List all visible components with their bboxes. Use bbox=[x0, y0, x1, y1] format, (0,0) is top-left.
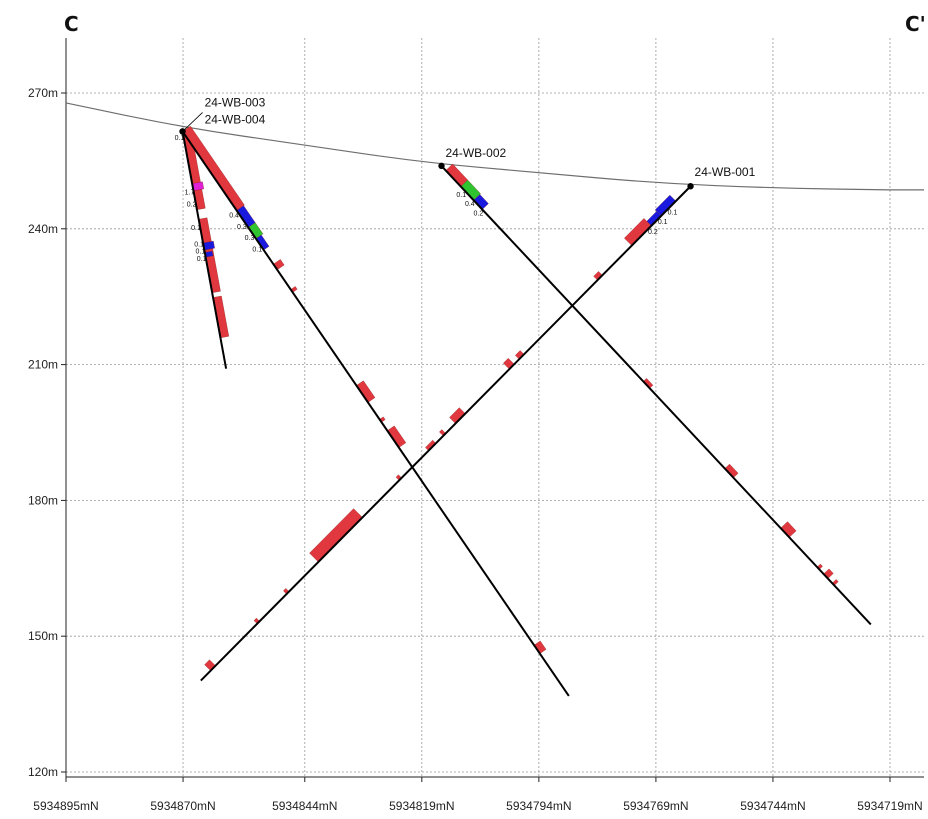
assay-value: 0.3 bbox=[245, 235, 255, 242]
assay-value: 0.2 bbox=[474, 210, 484, 217]
assay-value: 0.3 bbox=[237, 224, 247, 231]
northing-tick-label: 5934794mN bbox=[506, 799, 571, 813]
grid-lines bbox=[66, 38, 924, 777]
northing-tick-label: 5934744mN bbox=[740, 799, 805, 813]
downhole-interval bbox=[624, 218, 652, 246]
topography-line bbox=[65, 102, 924, 191]
drillhole-label-24-wb-001: 24-WB-001 bbox=[695, 165, 756, 179]
assay-value: 0.1 bbox=[197, 256, 207, 263]
assay-value: 0.4 bbox=[465, 201, 475, 208]
elev-tick-label: 180m bbox=[28, 493, 58, 507]
drill-trace bbox=[440, 165, 872, 626]
northing-tick-label: 5934870mN bbox=[150, 799, 215, 813]
assay-value: 0.1 bbox=[194, 242, 204, 249]
drillhole-label-24-wb-003: 24-WB-003 bbox=[205, 95, 266, 109]
assay-value: 1.7 bbox=[185, 189, 195, 196]
assay-value: 0.1 bbox=[195, 249, 205, 256]
section-end-label: C' bbox=[905, 12, 926, 36]
drillhole-24-wb-001: 0.10.10.2 bbox=[200, 183, 694, 682]
northing-tick-label: 5934719mN bbox=[857, 799, 922, 813]
assay-value: 0.4 bbox=[229, 213, 239, 220]
label-leader-line bbox=[182, 112, 203, 132]
assay-value: 0.2 bbox=[648, 229, 658, 236]
assay-value: 0.1 bbox=[668, 209, 678, 216]
assay-value: 0.1 bbox=[456, 192, 466, 199]
section-start-label: C bbox=[64, 12, 79, 36]
assay-value: 0.1 bbox=[658, 219, 668, 226]
assay-value: 0.1 bbox=[191, 225, 201, 232]
northing-tick-label: 5934895mN bbox=[33, 799, 98, 813]
assay-value: 0.2 bbox=[187, 201, 197, 208]
elev-tick-label: 120m bbox=[28, 765, 58, 779]
northing-tick-label: 5934819mN bbox=[389, 799, 454, 813]
assay-value: 0.1 bbox=[252, 246, 262, 253]
downhole-interval bbox=[309, 508, 363, 562]
drill-trace bbox=[200, 185, 692, 682]
drillhole-24-wb-004: 0.4 0.3 0.3 0.1 bbox=[179, 125, 570, 697]
elevation-tick-labels: 270m 240m 210m 180m 150m 120m bbox=[28, 86, 66, 779]
collar-marker bbox=[687, 183, 694, 190]
drillholes: 0.11.70.20.10.10.10.10.40.30.30.10.10.40… bbox=[175, 125, 872, 697]
elev-tick-label: 240m bbox=[28, 222, 58, 236]
drillhole-24-wb-002: 0.1 0.4 0.2 bbox=[438, 162, 872, 626]
drillhole-label-24-wb-004: 24-WB-004 bbox=[205, 112, 266, 126]
axes bbox=[65, 38, 924, 778]
elev-tick-label: 210m bbox=[28, 358, 58, 372]
elev-tick-label: 150m bbox=[28, 629, 58, 643]
collar-marker bbox=[438, 162, 445, 170]
drill-trace bbox=[181, 131, 228, 369]
drillhole-labels: 24-WB-003 24-WB-004 24-WB-002 24-WB-001 bbox=[182, 95, 756, 179]
elev-tick-label: 270m bbox=[28, 86, 58, 100]
drillhole-24-wb-003: 0.11.70.20.10.10.10.1 bbox=[175, 128, 229, 369]
drill-trace bbox=[181, 130, 570, 697]
downhole-interval bbox=[780, 521, 797, 538]
northing-tick-labels: 5934895mN 5934870mN 5934844mN 5934819mN 5934… bbox=[33, 777, 923, 813]
drillhole-label-24-wb-002: 24-WB-002 bbox=[445, 146, 506, 160]
assay-value: 0.1 bbox=[175, 135, 185, 142]
northing-tick-label: 5934844mN bbox=[272, 799, 337, 813]
northing-tick-label: 5934769mN bbox=[623, 799, 688, 813]
